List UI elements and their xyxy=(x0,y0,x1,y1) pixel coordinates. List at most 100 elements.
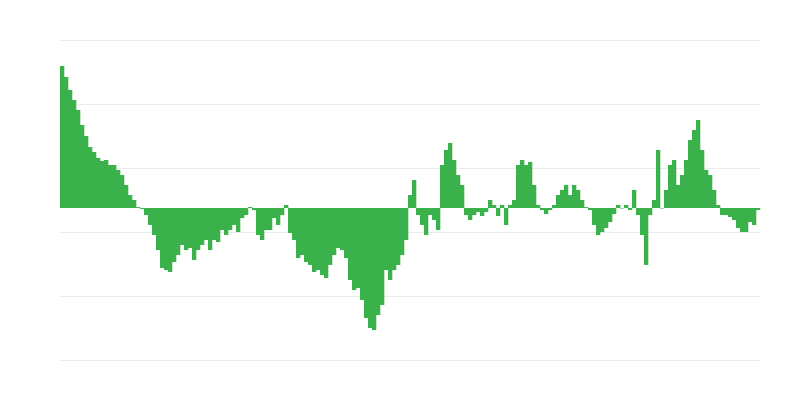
bar-156 xyxy=(684,160,689,208)
bar-13 xyxy=(112,164,117,208)
bar-154 xyxy=(676,184,681,208)
bar-3 xyxy=(72,100,77,208)
bar-143 xyxy=(632,189,637,208)
bar-125 xyxy=(560,189,565,208)
bar-96 xyxy=(444,149,449,208)
bar-101 xyxy=(464,208,469,216)
bar-103 xyxy=(472,208,477,216)
bar-90 xyxy=(420,208,425,225)
bar-119 xyxy=(536,204,541,208)
bar-93 xyxy=(432,208,437,220)
bar-19 xyxy=(136,207,141,208)
bar-117 xyxy=(528,161,533,208)
bar-58 xyxy=(292,208,297,240)
bar-91 xyxy=(424,208,429,236)
bar-146 xyxy=(644,208,649,265)
bar-51 xyxy=(264,208,269,231)
bar-76 xyxy=(364,208,369,319)
bar-47 xyxy=(248,207,253,208)
bar-39 xyxy=(216,208,221,243)
bar-63 xyxy=(312,208,317,272)
bar-42 xyxy=(228,208,233,231)
bar-50 xyxy=(260,208,265,240)
bar-171 xyxy=(744,208,749,232)
bar-40 xyxy=(220,208,225,231)
bar-149 xyxy=(656,149,661,208)
bar-27 xyxy=(168,208,173,272)
bar-139 xyxy=(616,204,621,208)
bar-60 xyxy=(300,208,305,256)
bar-36 xyxy=(204,208,209,240)
bar-43 xyxy=(232,208,237,225)
bar-152 xyxy=(668,164,673,208)
bar-65 xyxy=(320,208,325,276)
bar-10 xyxy=(100,160,105,208)
bar-17 xyxy=(128,195,133,208)
bar-34 xyxy=(196,208,201,251)
bar-25 xyxy=(160,208,165,268)
bar-70 xyxy=(340,208,345,251)
bar-38 xyxy=(212,208,217,240)
bar-45 xyxy=(240,208,245,219)
bar-8 xyxy=(92,152,97,208)
bar-69 xyxy=(336,208,341,248)
bar-48 xyxy=(252,208,257,211)
bar-9 xyxy=(96,157,101,208)
bar-68 xyxy=(332,208,337,256)
bar-164 xyxy=(716,204,721,208)
bar-115 xyxy=(520,160,525,208)
bar-138 xyxy=(612,208,617,215)
bar-122 xyxy=(548,208,553,211)
bar-151 xyxy=(664,189,669,208)
bar-113 xyxy=(512,200,517,208)
bar-64 xyxy=(316,208,321,271)
bar-84 xyxy=(396,208,401,265)
bar-79 xyxy=(376,208,381,316)
bar-112 xyxy=(508,204,513,208)
bar-78 xyxy=(372,208,377,331)
bar-165 xyxy=(720,208,725,216)
bar-83 xyxy=(392,208,397,271)
bar-41 xyxy=(224,208,229,236)
bar-121 xyxy=(544,208,549,215)
bar-31 xyxy=(184,208,189,251)
bar-172 xyxy=(748,208,753,223)
bar-158 xyxy=(692,129,697,208)
bar-110 xyxy=(500,204,505,208)
bar-159 xyxy=(696,120,701,208)
bar-148 xyxy=(652,200,657,208)
bar-72 xyxy=(348,208,353,280)
bar-16 xyxy=(124,184,129,208)
bar-6 xyxy=(84,136,89,208)
bar-1 xyxy=(64,76,69,209)
bar-15 xyxy=(120,175,125,208)
bar-166 xyxy=(724,208,729,216)
bar-160 xyxy=(700,149,705,208)
bar-35 xyxy=(200,208,205,245)
bar-82 xyxy=(388,208,393,280)
bar-98 xyxy=(452,160,457,208)
bar-133 xyxy=(592,208,597,225)
bar-33 xyxy=(192,208,197,260)
bar-155 xyxy=(680,175,685,208)
bar-108 xyxy=(492,204,497,208)
bar-54 xyxy=(276,208,281,225)
bar-11 xyxy=(104,160,109,208)
bar-87 xyxy=(408,195,413,208)
bar-150 xyxy=(660,208,665,209)
bar-169 xyxy=(736,208,741,228)
bar-163 xyxy=(712,189,717,208)
bar-44 xyxy=(236,208,241,232)
bar-153 xyxy=(672,160,677,208)
bar-49 xyxy=(256,208,261,236)
bar-12 xyxy=(108,164,113,208)
bar-120 xyxy=(540,208,545,211)
bar-77 xyxy=(368,208,373,328)
bar-86 xyxy=(404,208,409,240)
bar-111 xyxy=(504,208,509,225)
bar-131 xyxy=(584,207,589,208)
bar-29 xyxy=(176,208,181,256)
bar-128 xyxy=(572,184,577,208)
bar-141 xyxy=(624,204,629,208)
